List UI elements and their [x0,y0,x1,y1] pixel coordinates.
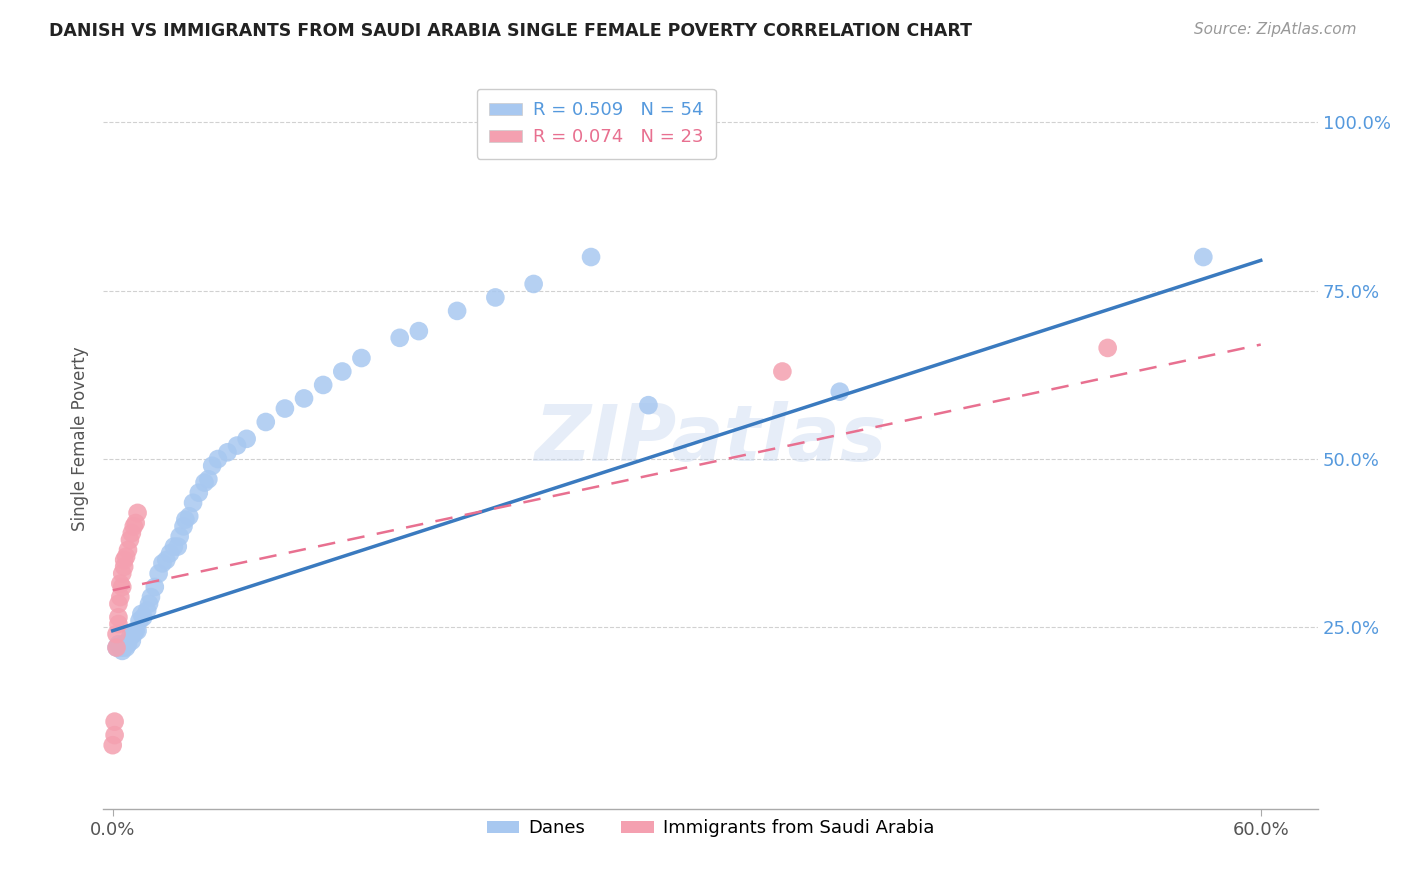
Point [117,543,139,558]
Point [579,250,602,264]
Point [110,590,132,604]
Point [388,331,411,345]
Point [136,603,159,617]
Point [828,384,851,399]
Point [408,324,430,338]
Y-axis label: Single Female Poverty: Single Female Poverty [72,346,89,531]
Point [115,549,138,564]
Point [105,627,128,641]
Point [111,566,134,581]
Point [117,637,139,651]
Point [118,631,141,645]
Point [122,627,145,641]
Point [107,597,129,611]
Point [110,576,132,591]
Point [127,506,149,520]
Point [217,445,239,459]
Point [128,614,150,628]
Point [484,290,506,304]
Point [105,640,128,655]
Point [181,496,204,510]
Point [112,559,135,574]
Point [110,640,132,655]
Point [124,624,146,638]
Point [187,485,209,500]
Point [330,364,353,378]
Point [312,378,335,392]
Point [143,580,166,594]
Point [127,624,149,638]
Text: ZIPatlas: ZIPatlas [534,401,887,477]
Point [166,540,188,554]
Point [111,644,134,658]
Point [118,533,141,547]
Point [105,640,128,655]
Text: Source: ZipAtlas.com: Source: ZipAtlas.com [1194,22,1357,37]
Point [112,637,135,651]
Point [112,553,135,567]
Point [115,640,138,655]
Point [132,610,155,624]
Point [193,475,215,490]
Point [131,607,153,621]
Point [111,640,134,655]
Point [207,452,229,467]
Point [152,557,174,571]
Point [101,738,124,752]
Point [197,472,219,486]
Point [292,392,315,406]
Point [637,398,659,412]
Point [163,540,186,554]
Point [523,277,546,291]
Point [770,364,793,378]
Point [124,516,146,530]
Text: DANISH VS IMMIGRANTS FROM SAUDI ARABIA SINGLE FEMALE POVERTY CORRELATION CHART: DANISH VS IMMIGRANTS FROM SAUDI ARABIA S… [49,22,972,40]
Point [155,553,177,567]
Legend: Danes, Immigrants from Saudi Arabia: Danes, Immigrants from Saudi Arabia [479,812,942,845]
Point [169,529,191,543]
Point [226,439,249,453]
Point [122,519,145,533]
Point [179,509,201,524]
Point [104,714,127,729]
Point [254,415,277,429]
Point [1192,250,1215,264]
Point [201,458,224,473]
Point [350,351,373,365]
Point [159,546,181,560]
Point [1097,341,1119,355]
Point [174,513,197,527]
Point [235,432,257,446]
Point [138,597,160,611]
Point [274,401,297,416]
Point [121,633,143,648]
Point [107,610,129,624]
Point [446,304,468,318]
Point [148,566,170,581]
Point [104,728,127,742]
Point [111,580,134,594]
Point [121,526,143,541]
Point [173,519,195,533]
Point [107,617,129,632]
Point [107,637,129,651]
Point [139,590,162,604]
